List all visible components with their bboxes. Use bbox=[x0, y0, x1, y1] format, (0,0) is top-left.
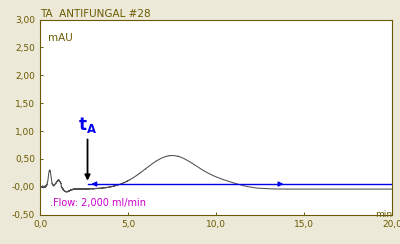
Text: min: min bbox=[375, 210, 392, 219]
Text: TA  ANTIFUNGAL #28: TA ANTIFUNGAL #28 bbox=[40, 9, 151, 19]
Text: mAU: mAU bbox=[48, 33, 73, 43]
Text: .Flow: 2,000 ml/min: .Flow: 2,000 ml/min bbox=[50, 198, 146, 208]
Text: $\mathbf{t_A}$: $\mathbf{t_A}$ bbox=[78, 115, 97, 135]
